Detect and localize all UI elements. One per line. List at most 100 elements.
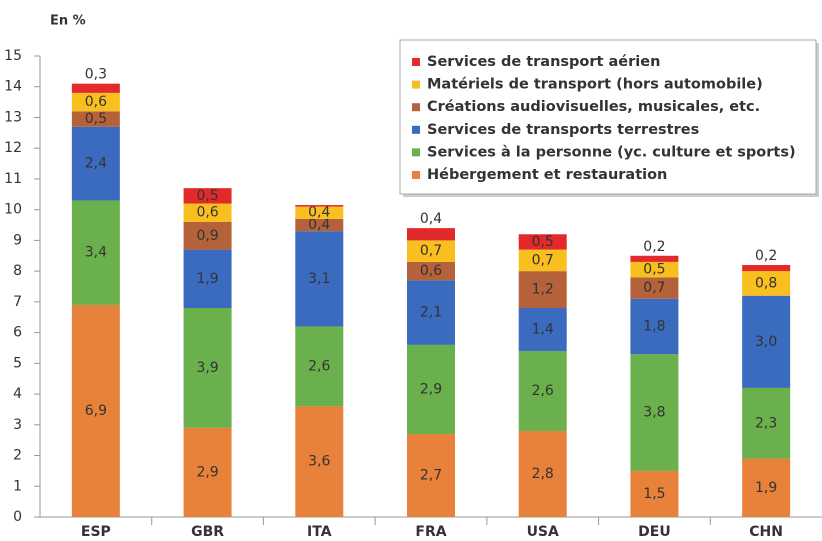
value-label: 3,1 bbox=[308, 271, 330, 287]
bar-segment bbox=[407, 261, 455, 281]
y-tick-label: 15 bbox=[4, 48, 22, 64]
y-tick-label: 8 bbox=[13, 263, 22, 279]
bar-segment bbox=[71, 83, 120, 93]
value-label: 1,9 bbox=[196, 271, 218, 287]
bar-segment bbox=[742, 387, 791, 459]
value-label: 0,8 bbox=[755, 275, 777, 291]
y-tick-label: 14 bbox=[4, 79, 22, 95]
y-tick-label: 7 bbox=[13, 294, 22, 310]
value-label: 3,4 bbox=[85, 245, 107, 261]
bar-segment bbox=[295, 206, 344, 219]
bar-segment bbox=[630, 261, 679, 278]
legend-label: Matériels de transport (hors automobile) bbox=[427, 77, 763, 93]
y-tick-label: 13 bbox=[4, 109, 22, 125]
value-label: 1,9 bbox=[755, 480, 777, 496]
bar-segment bbox=[407, 228, 455, 241]
value-label: 3,0 bbox=[755, 334, 777, 350]
y-tick-label: 3 bbox=[13, 417, 22, 433]
value-label: 0,6 bbox=[85, 94, 107, 110]
legend-swatch bbox=[412, 125, 420, 134]
bar-segment bbox=[630, 277, 679, 299]
value-label: 2,7 bbox=[420, 468, 442, 484]
bar-segment bbox=[183, 221, 232, 250]
bar-segment bbox=[518, 271, 567, 309]
value-label: 3,8 bbox=[643, 405, 665, 421]
bar-segment bbox=[407, 280, 455, 345]
bar-segment bbox=[183, 188, 232, 204]
value-label: 2,9 bbox=[196, 464, 218, 480]
x-tick-label: FRA bbox=[415, 524, 446, 540]
y-tick-label: 1 bbox=[13, 478, 22, 494]
bar-segment bbox=[742, 458, 791, 517]
value-label: 2,1 bbox=[420, 305, 442, 321]
value-label: 0,9 bbox=[196, 228, 218, 244]
y-tick-label: 0 bbox=[13, 509, 22, 525]
value-label: 2,3 bbox=[755, 415, 777, 431]
legend-swatch bbox=[412, 80, 420, 89]
value-label: 6,9 bbox=[85, 403, 107, 419]
value-label: 2,6 bbox=[532, 383, 554, 399]
bar-segment bbox=[71, 111, 120, 127]
value-label: 2,9 bbox=[420, 381, 442, 397]
value-label: 1,8 bbox=[643, 318, 665, 334]
value-label: 0,5 bbox=[643, 262, 665, 278]
bar-segment bbox=[407, 344, 455, 435]
bar-segment bbox=[295, 231, 344, 327]
bar-segment bbox=[630, 298, 679, 355]
bar-segment bbox=[630, 255, 679, 262]
bar-segment bbox=[295, 326, 344, 407]
legend-label: Services de transport aérien bbox=[427, 54, 660, 70]
value-label: 1,2 bbox=[532, 282, 554, 298]
bar-segment bbox=[183, 203, 232, 222]
bar-segment bbox=[183, 249, 232, 309]
value-label: 0,7 bbox=[420, 243, 442, 259]
legend-label: Services de transports terrestres bbox=[427, 122, 699, 138]
x-tick-label: CHN bbox=[749, 524, 783, 540]
x-tick-label: ESP bbox=[81, 524, 111, 540]
bar-segment bbox=[742, 264, 791, 272]
bar-segment bbox=[71, 200, 120, 305]
value-label: 0,5 bbox=[532, 234, 554, 250]
bar-segment bbox=[518, 234, 567, 250]
x-tick-label: ITA bbox=[307, 524, 332, 540]
value-label: 0,3 bbox=[85, 67, 107, 83]
legend-label: Services à la personne (yc. culture et s… bbox=[427, 144, 796, 160]
value-label: 1,4 bbox=[532, 322, 554, 338]
legend: Services de transport aérien Matériels de… bbox=[399, 39, 819, 197]
value-label: 0,2 bbox=[755, 248, 777, 264]
y-tick-label: 2 bbox=[13, 448, 22, 464]
bar-segment bbox=[183, 308, 232, 428]
value-label: 3,6 bbox=[308, 454, 330, 470]
y-tick-label: 10 bbox=[4, 202, 22, 218]
bar-segment bbox=[407, 240, 455, 262]
bar-segment bbox=[518, 430, 567, 517]
bar-segment bbox=[295, 406, 344, 517]
bar-segment bbox=[295, 205, 344, 207]
value-label: 0,5 bbox=[85, 111, 107, 127]
value-label: 1,5 bbox=[643, 486, 665, 502]
legend-label: Créations audiovisuelles, musicales, etc… bbox=[427, 99, 760, 115]
bar-segment bbox=[742, 295, 791, 388]
y-axis-label: En % bbox=[50, 14, 86, 29]
y-tick-label: 9 bbox=[13, 232, 22, 248]
legend-box bbox=[399, 39, 817, 195]
legend-swatch bbox=[412, 171, 420, 179]
x-tick-label: DEU bbox=[638, 524, 671, 540]
value-label: 0,6 bbox=[196, 205, 218, 221]
value-label: 0,2 bbox=[643, 239, 665, 255]
bar-segment bbox=[518, 308, 567, 352]
value-label: 0,7 bbox=[532, 252, 554, 268]
bar-segment bbox=[630, 354, 679, 471]
value-label: 2,6 bbox=[308, 358, 330, 374]
y-tick-label: 11 bbox=[4, 171, 22, 187]
value-label: 2,4 bbox=[85, 156, 107, 172]
legend-swatch bbox=[412, 58, 420, 66]
value-label: 3,9 bbox=[196, 360, 218, 376]
bar-segment bbox=[518, 351, 567, 431]
legend-swatch bbox=[412, 148, 420, 157]
y-tick-label: 5 bbox=[13, 355, 22, 371]
bar-segment bbox=[295, 218, 344, 232]
value-label: 0,4 bbox=[308, 217, 330, 233]
y-tick-label: 4 bbox=[13, 386, 22, 402]
